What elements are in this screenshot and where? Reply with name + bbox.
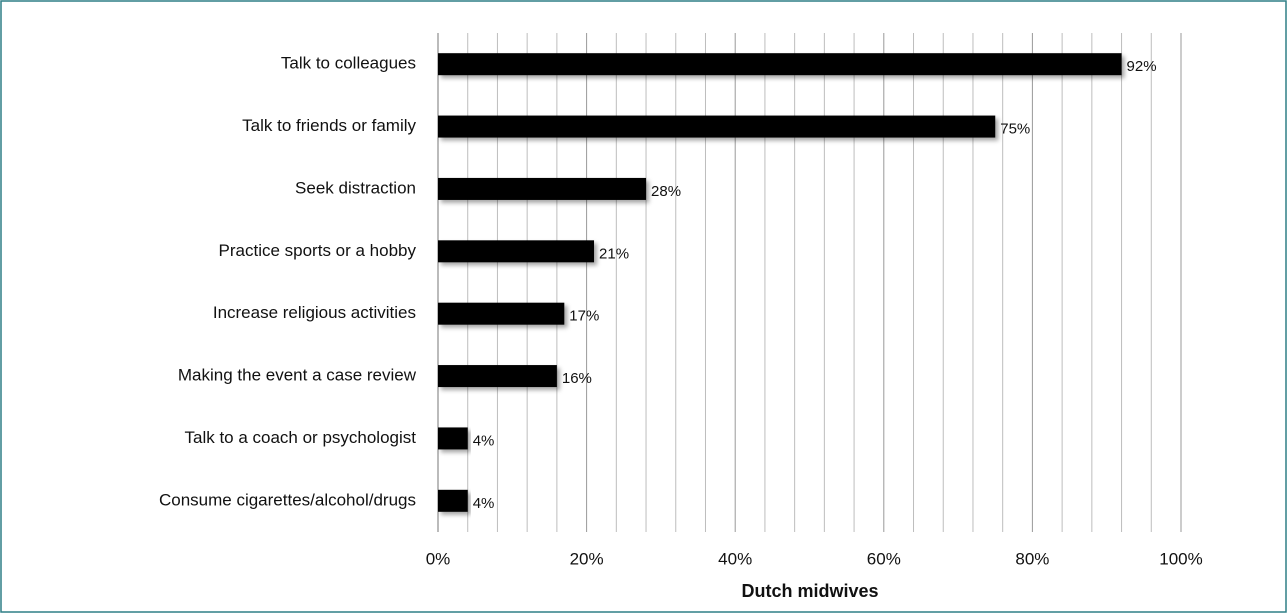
bar (438, 302, 565, 325)
value-label: 28% (651, 183, 681, 200)
y-tick-label: Making the event a case review (178, 366, 417, 385)
y-tick-label: Increase religious activities (213, 303, 416, 322)
bar (438, 365, 557, 388)
x-tick-label: 80% (1015, 549, 1049, 568)
value-label: 17% (569, 308, 599, 325)
value-label: 75% (1000, 121, 1030, 138)
x-tick-label: 20% (570, 549, 604, 568)
y-tick-label: Practice sports or a hobby (219, 241, 417, 260)
y-tick-label: Talk to friends or family (242, 116, 416, 135)
x-tick-label: 40% (718, 549, 752, 568)
y-tick-label: Talk to a coach or psychologist (184, 428, 416, 447)
bar (438, 240, 595, 263)
value-label: 4% (473, 495, 495, 512)
y-tick-label: Talk to colleagues (281, 54, 416, 73)
x-tick-label: 60% (867, 549, 901, 568)
bar (438, 115, 996, 138)
bar (438, 177, 647, 200)
bar (438, 53, 1122, 76)
value-label: 16% (562, 370, 592, 387)
y-tick-label: Consume cigarettes/alcohol/drugs (159, 490, 416, 509)
bar (438, 427, 468, 450)
x-tick-label: 100% (1159, 549, 1202, 568)
x-axis-title: Dutch midwives (741, 581, 878, 601)
value-label: 21% (599, 245, 629, 262)
value-label: 92% (1127, 58, 1157, 75)
y-tick-label: Seek distraction (295, 178, 416, 197)
x-tick-label: 0% (426, 549, 451, 568)
bar (438, 489, 468, 512)
value-label: 4% (473, 432, 495, 449)
